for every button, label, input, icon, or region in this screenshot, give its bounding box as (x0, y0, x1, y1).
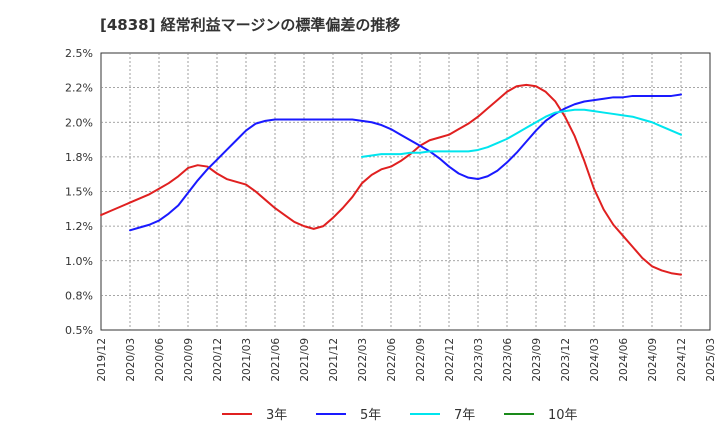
x-tick-label: 2022/12 (444, 338, 456, 382)
y-tick-label: 1.5% (65, 186, 93, 199)
x-tick-label: 2020/12 (212, 338, 224, 382)
x-tick-label: 2021/03 (241, 338, 253, 382)
x-tick-label: 2024/09 (647, 338, 659, 382)
x-tick-label: 2023/12 (560, 338, 572, 382)
series-line-7年 (361, 108, 682, 158)
x-tick-label: 2023/09 (531, 338, 543, 382)
x-tick-label: 2022/06 (386, 338, 398, 382)
x-tick-label: 2020/09 (183, 338, 195, 382)
x-tick-label: 2021/12 (328, 338, 340, 382)
legend-label: 5年 (360, 408, 381, 423)
series-line-5年 (129, 93, 682, 232)
legend-label: 7年 (454, 408, 475, 423)
x-tick-label: 2022/09 (415, 338, 427, 382)
x-tick-label: 2020/03 (125, 338, 137, 382)
y-tick-label: 1.8% (65, 151, 93, 164)
x-tick-label: 2023/03 (473, 338, 485, 382)
y-tick-label: 0.5% (65, 324, 93, 337)
x-tick-label: 2019/12 (96, 338, 108, 382)
y-tick-label: 1.0% (65, 255, 93, 268)
chart-title: [4838] 経常利益マージンの標準偏差の推移 (100, 16, 401, 34)
x-tick-label: 2024/12 (676, 338, 688, 382)
x-tick-label: 2021/06 (270, 338, 282, 382)
x-tick-label: 2024/06 (618, 338, 630, 382)
x-tick-label: 2021/09 (299, 338, 311, 382)
legend-label: 10年 (548, 408, 578, 423)
y-tick-label: 2.5% (65, 47, 93, 60)
x-tick-label: 2022/03 (357, 338, 369, 382)
x-tick-label: 2024/03 (589, 338, 601, 382)
y-tick-label: 2.2% (65, 82, 93, 95)
x-tick-label: 2025/03 (705, 338, 717, 382)
series-line-3年 (100, 83, 682, 276)
y-tick-label: 1.2% (65, 220, 93, 233)
y-tick-label: 0.8% (65, 289, 93, 302)
y-tick-label: 2.0% (65, 116, 93, 129)
x-tick-label: 2020/06 (154, 338, 166, 382)
legend-label: 3年 (266, 408, 287, 423)
x-tick-label: 2023/06 (502, 338, 514, 382)
